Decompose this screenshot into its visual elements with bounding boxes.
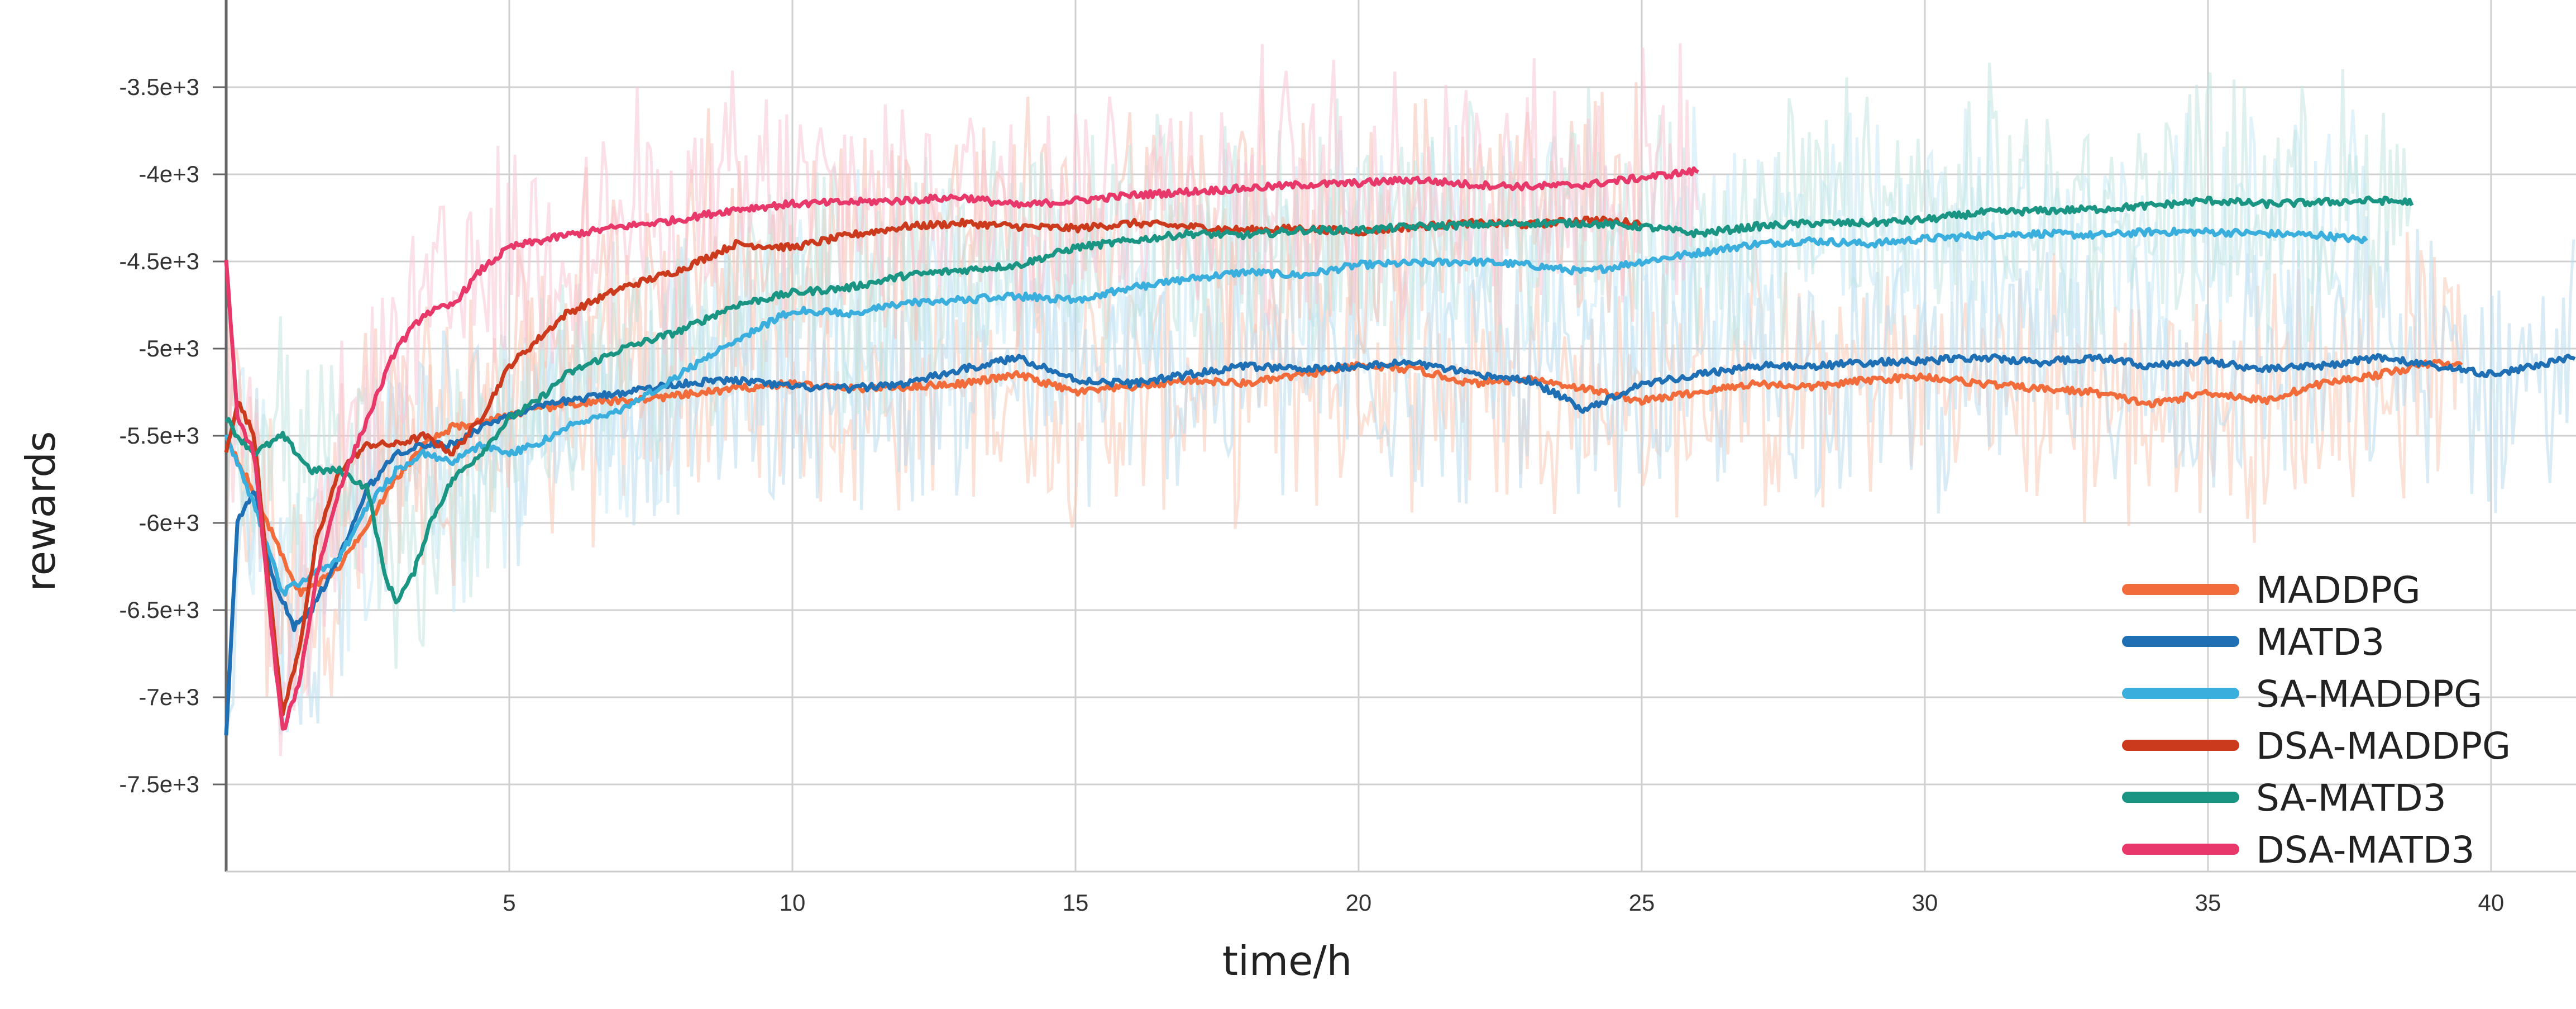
x-tick-label: 40 bbox=[2478, 889, 2505, 916]
legend-label: MADDPG bbox=[2256, 569, 2421, 612]
x-tick-label: 30 bbox=[1912, 889, 1938, 916]
x-tick-label: 25 bbox=[1629, 889, 1655, 916]
series-line bbox=[224, 226, 2368, 597]
y-tick-label: -4.5e+3 bbox=[119, 248, 199, 274]
y-tick-label: -3.5e+3 bbox=[119, 74, 199, 100]
legend: MADDPG MATD3 SA-MADDPG DSA-MADDPG SA-MATD3 DS… bbox=[2122, 569, 2511, 872]
series-line bbox=[224, 196, 2414, 605]
y-tick-label: -5e+3 bbox=[138, 335, 199, 361]
raw-trace bbox=[224, 43, 1699, 756]
x-tick-labels: 5 10 15 20 25 30 35 40 bbox=[503, 889, 2504, 916]
raw-trace bbox=[224, 232, 2463, 697]
y-tick-labels: -3.5e+3 -4e+3 -4.5e+3 -5e+3 -5.5e+3 -6e+3 -6.5… bbox=[119, 74, 226, 797]
x-tick-label: 20 bbox=[1346, 889, 1372, 916]
x-tick-label: 10 bbox=[780, 889, 806, 916]
legend-label: SA-MADDPG bbox=[2256, 673, 2482, 716]
legend-label: DSA-MADDPG bbox=[2256, 725, 2511, 768]
series-line bbox=[224, 166, 1699, 731]
x-tick-label: 15 bbox=[1063, 889, 1089, 916]
x-tick-label: 5 bbox=[503, 889, 515, 916]
legend-label: MATD3 bbox=[2256, 621, 2384, 664]
y-tick-label: -6.5e+3 bbox=[119, 597, 199, 623]
y-axis-title: rewards bbox=[17, 431, 64, 592]
y-tick-label: -5.5e+3 bbox=[119, 422, 199, 449]
series-line bbox=[224, 353, 2576, 736]
x-tick-label: 35 bbox=[2195, 889, 2221, 916]
y-tick-label: -6e+3 bbox=[138, 510, 199, 536]
legend-label: DSA-MATD3 bbox=[2256, 829, 2475, 872]
x-axis-title: time/h bbox=[1222, 937, 1352, 984]
y-tick-label: -4e+3 bbox=[138, 161, 199, 187]
y-tick-label: -7e+3 bbox=[138, 684, 199, 710]
smoothed-series-lines bbox=[224, 166, 2576, 736]
y-tick-label: -7.5e+3 bbox=[119, 771, 199, 797]
legend-label: SA-MATD3 bbox=[2256, 777, 2446, 820]
